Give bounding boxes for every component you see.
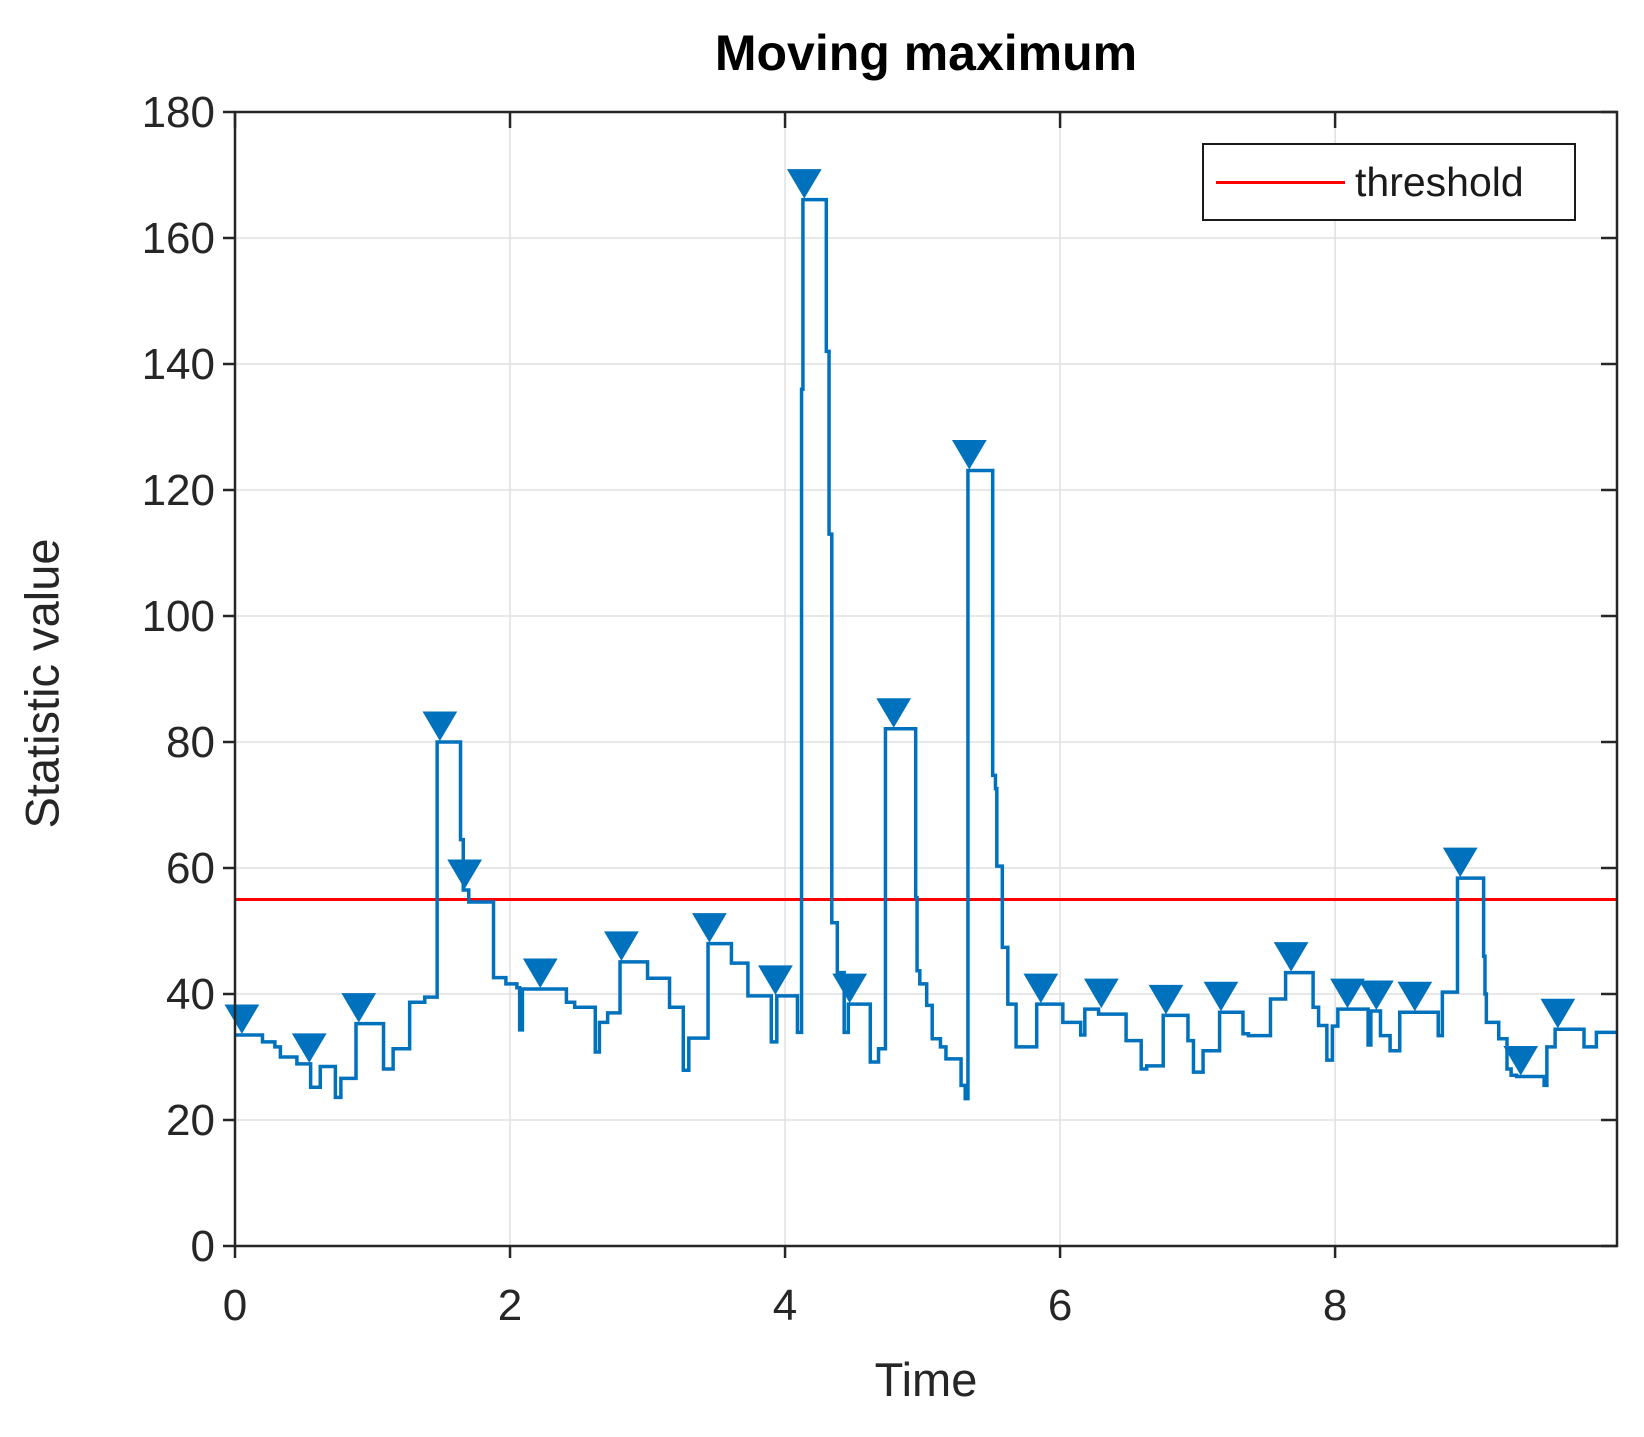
x-axis-label: Time	[874, 1353, 978, 1406]
y-tick-label: 160	[142, 214, 215, 263]
x-tick-label: 6	[1048, 1281, 1072, 1330]
y-tick-label: 140	[142, 340, 215, 389]
legend-threshold-label: threshold	[1355, 158, 1524, 205]
peak-marker-triangle	[1358, 980, 1394, 1010]
y-tick-label: 20	[166, 1096, 215, 1145]
y-tick-label: 0	[191, 1222, 215, 1271]
peak-marker-triangle	[951, 439, 987, 470]
peak-marker-triangle	[786, 169, 822, 199]
peak-marker-triangle	[604, 931, 639, 961]
peak-marker-triangle	[1442, 847, 1478, 878]
peak-marker-triangle	[876, 698, 912, 728]
peak-marker-triangle	[692, 913, 727, 943]
peak-marker-triangle	[758, 965, 793, 995]
peak-marker-triangle	[522, 958, 558, 988]
peak-marker-triangle	[1273, 942, 1309, 972]
peak-marker-triangle	[291, 1033, 327, 1063]
peak-marker-triangle	[1083, 978, 1119, 1009]
peak-marker-triangle	[832, 973, 868, 1004]
legend-box: threshold	[1202, 143, 1576, 221]
y-axis-label: Statistic value	[15, 538, 69, 829]
peak-marker-triangle	[1503, 1046, 1539, 1076]
peak-marker-triangle	[1540, 998, 1576, 1029]
y-tick-label: 120	[142, 466, 215, 515]
chart-title: Moving maximum	[714, 25, 1138, 81]
peak-marker-triangle	[447, 859, 483, 890]
y-tick-label: 180	[142, 88, 215, 137]
peak-marker-triangle	[1397, 981, 1433, 1012]
y-tick-label: 100	[142, 592, 215, 641]
y-tick-label: 40	[166, 970, 215, 1019]
legend-threshold-line-sample	[1216, 180, 1345, 184]
axes-box	[233, 110, 1619, 1248]
y-tick-label: 60	[166, 844, 215, 893]
peak-marker-triangle	[1023, 973, 1059, 1004]
peak-marker-triangle	[341, 993, 377, 1023]
peak-marker-triangle	[422, 711, 458, 741]
y-tick-label: 80	[166, 718, 215, 767]
x-tick-label: 2	[498, 1281, 522, 1330]
peak-marker-triangle	[1330, 978, 1365, 1009]
peak-marker-triangle	[224, 1004, 260, 1034]
statistic-stairstep-line	[235, 197, 1617, 1101]
x-tick-label: 0	[223, 1281, 247, 1330]
peak-marker-triangle	[1148, 984, 1184, 1015]
x-tick-label: 4	[773, 1281, 797, 1330]
x-tick-label: 8	[1323, 1281, 1347, 1330]
peak-marker-triangle	[1203, 981, 1239, 1012]
